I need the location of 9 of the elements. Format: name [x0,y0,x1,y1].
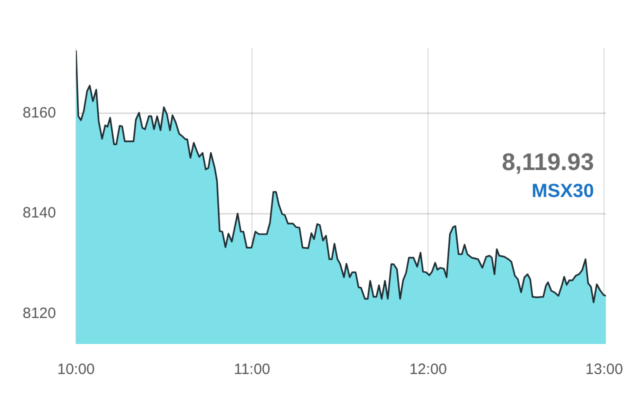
y-tick-label: 8120 [22,305,56,322]
x-tick-label: 13:00 [585,361,623,378]
x-tick-label: 11:00 [234,361,270,378]
y-tick-label: 8140 [22,204,56,222]
y-tick-label: 8160 [22,104,56,122]
x-tick-label: 10:00 [57,361,95,378]
x-tick-label: 12:00 [409,361,447,378]
annotation: MSX30 [532,181,594,202]
annotation: 8,119.93 [502,149,594,176]
